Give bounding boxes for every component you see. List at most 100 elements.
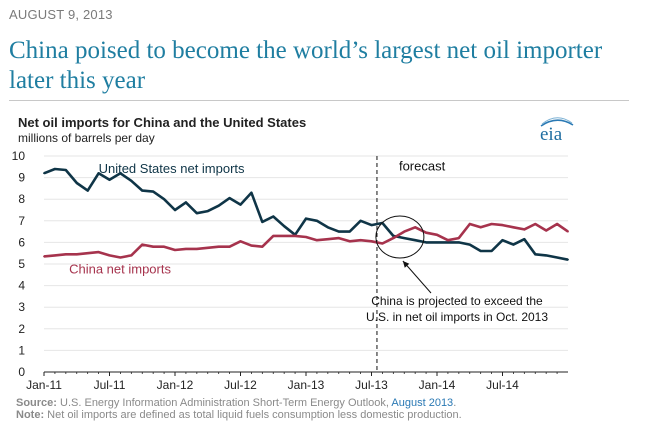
data-point-united-states	[141, 189, 144, 192]
data-point-china	[403, 230, 406, 233]
x-tick-label: Jan-11	[26, 378, 62, 392]
data-point-united-states	[108, 178, 111, 181]
data-point-china	[283, 235, 286, 237]
x-tick-label: Jul-12	[224, 378, 257, 392]
data-point-china	[479, 226, 482, 229]
data-point-china	[567, 230, 569, 233]
x-tick-label: Jul-13	[355, 378, 388, 392]
annotation-text: China is projected to exceed the U.S. in …	[366, 294, 548, 324]
data-point-china	[108, 254, 111, 257]
series-line-united-states	[43, 167, 569, 261]
data-point-china	[337, 237, 340, 239]
data-point-china	[294, 235, 296, 237]
data-point-united-states	[545, 254, 548, 257]
data-point-china	[359, 239, 362, 242]
data-point-united-states	[447, 241, 449, 244]
chart-axes	[43, 371, 568, 376]
x-tick-label: Jul-14	[486, 378, 519, 392]
data-point-united-states	[348, 230, 351, 233]
annotation-group: China is projected to exceed the U.S. in …	[366, 215, 548, 324]
data-point-china	[414, 226, 417, 229]
data-point-united-states	[206, 210, 209, 212]
publication-date: AUGUST 9, 2013	[9, 7, 113, 22]
data-point-united-states	[468, 243, 471, 246]
data-point-united-states	[195, 212, 198, 215]
chart-subtitle: millions of barrels per day	[18, 131, 155, 145]
source-note: Source: U.S. Energy Information Administ…	[16, 397, 456, 409]
data-point-united-states	[43, 172, 45, 175]
data-point-united-states	[239, 203, 242, 206]
data-point-china	[54, 254, 56, 257]
data-point-china	[490, 223, 493, 225]
y-tick-label: 3	[18, 300, 25, 314]
data-point-united-states	[425, 241, 427, 244]
data-point-china	[381, 242, 384, 245]
data-point-united-states	[436, 241, 438, 244]
eia-logo-text: eia	[540, 124, 563, 143]
source-end: .	[453, 397, 457, 409]
data-point-china	[425, 231, 427, 234]
data-point-china	[86, 252, 89, 255]
crossover-highlight	[375, 215, 425, 259]
data-point-china	[228, 245, 231, 248]
data-point-united-states	[272, 215, 275, 218]
data-point-china	[468, 223, 471, 225]
note-label: Note:	[16, 409, 45, 421]
data-point-china	[261, 245, 264, 248]
data-point-united-states	[119, 172, 122, 175]
x-tick-label: Jan-12	[157, 378, 194, 392]
data-point-united-states	[130, 179, 133, 182]
forecast-group: forecast	[376, 156, 446, 372]
data-point-china	[217, 245, 220, 248]
data-point-united-states	[163, 198, 165, 201]
data-point-united-states	[228, 197, 231, 200]
annotation-line-2: U.S. in net oil imports in Oct. 2013	[366, 310, 548, 324]
headline: China poised to become the world’s large…	[9, 37, 603, 94]
legend-label-china: China net imports	[69, 261, 171, 276]
data-point-china	[163, 245, 165, 248]
y-tick-label: 7	[18, 214, 25, 228]
data-point-china	[174, 249, 176, 251]
data-point-united-states	[97, 172, 100, 175]
eia-logo-icon: eia	[540, 117, 574, 143]
data-point-united-states	[54, 168, 56, 170]
data-point-united-states	[217, 204, 220, 207]
x-tick-label: Jan-13	[288, 378, 325, 392]
y-tick-label: 9	[18, 171, 25, 185]
data-point-united-states	[305, 217, 307, 220]
data-point-united-states	[86, 189, 89, 192]
y-tick-label: 2	[18, 322, 25, 336]
y-tick-labels: 0 1 2 3 4 5 6 7 8 9 10	[12, 149, 26, 379]
source-link[interactable]: August 2013	[391, 397, 454, 409]
note-text: Net oil imports are defined as total liq…	[47, 409, 462, 421]
data-point-china	[97, 251, 100, 254]
series-lines: United States net imports China net impor…	[43, 161, 569, 276]
data-point-united-states	[152, 190, 155, 193]
data-point-united-states	[316, 219, 318, 222]
data-point-china	[141, 243, 144, 246]
data-point-china	[152, 245, 155, 248]
data-point-united-states	[261, 220, 264, 223]
data-point-united-states	[534, 253, 537, 256]
data-point-united-states	[523, 238, 526, 241]
data-point-china	[436, 233, 438, 236]
annotation-line-1: China is projected to exceed the	[371, 294, 543, 308]
definition-note: Note: Net oil imports are defined as tot…	[16, 409, 462, 421]
source-text: U.S. Energy Information Administration S…	[60, 397, 389, 409]
y-tick-label: 4	[18, 279, 25, 293]
y-tick-label: 0	[18, 365, 25, 379]
data-point-china	[392, 237, 395, 239]
data-point-united-states	[250, 191, 253, 194]
annotation-arrowhead	[402, 261, 410, 268]
y-tick-label: 6	[18, 235, 25, 249]
data-point-china	[534, 223, 537, 225]
data-point-china	[457, 237, 460, 239]
data-point-china	[206, 246, 209, 249]
data-point-united-states	[370, 224, 373, 227]
data-point-united-states	[174, 209, 176, 211]
data-point-united-states	[337, 230, 340, 233]
data-point-china	[316, 239, 318, 242]
divider	[9, 100, 629, 101]
